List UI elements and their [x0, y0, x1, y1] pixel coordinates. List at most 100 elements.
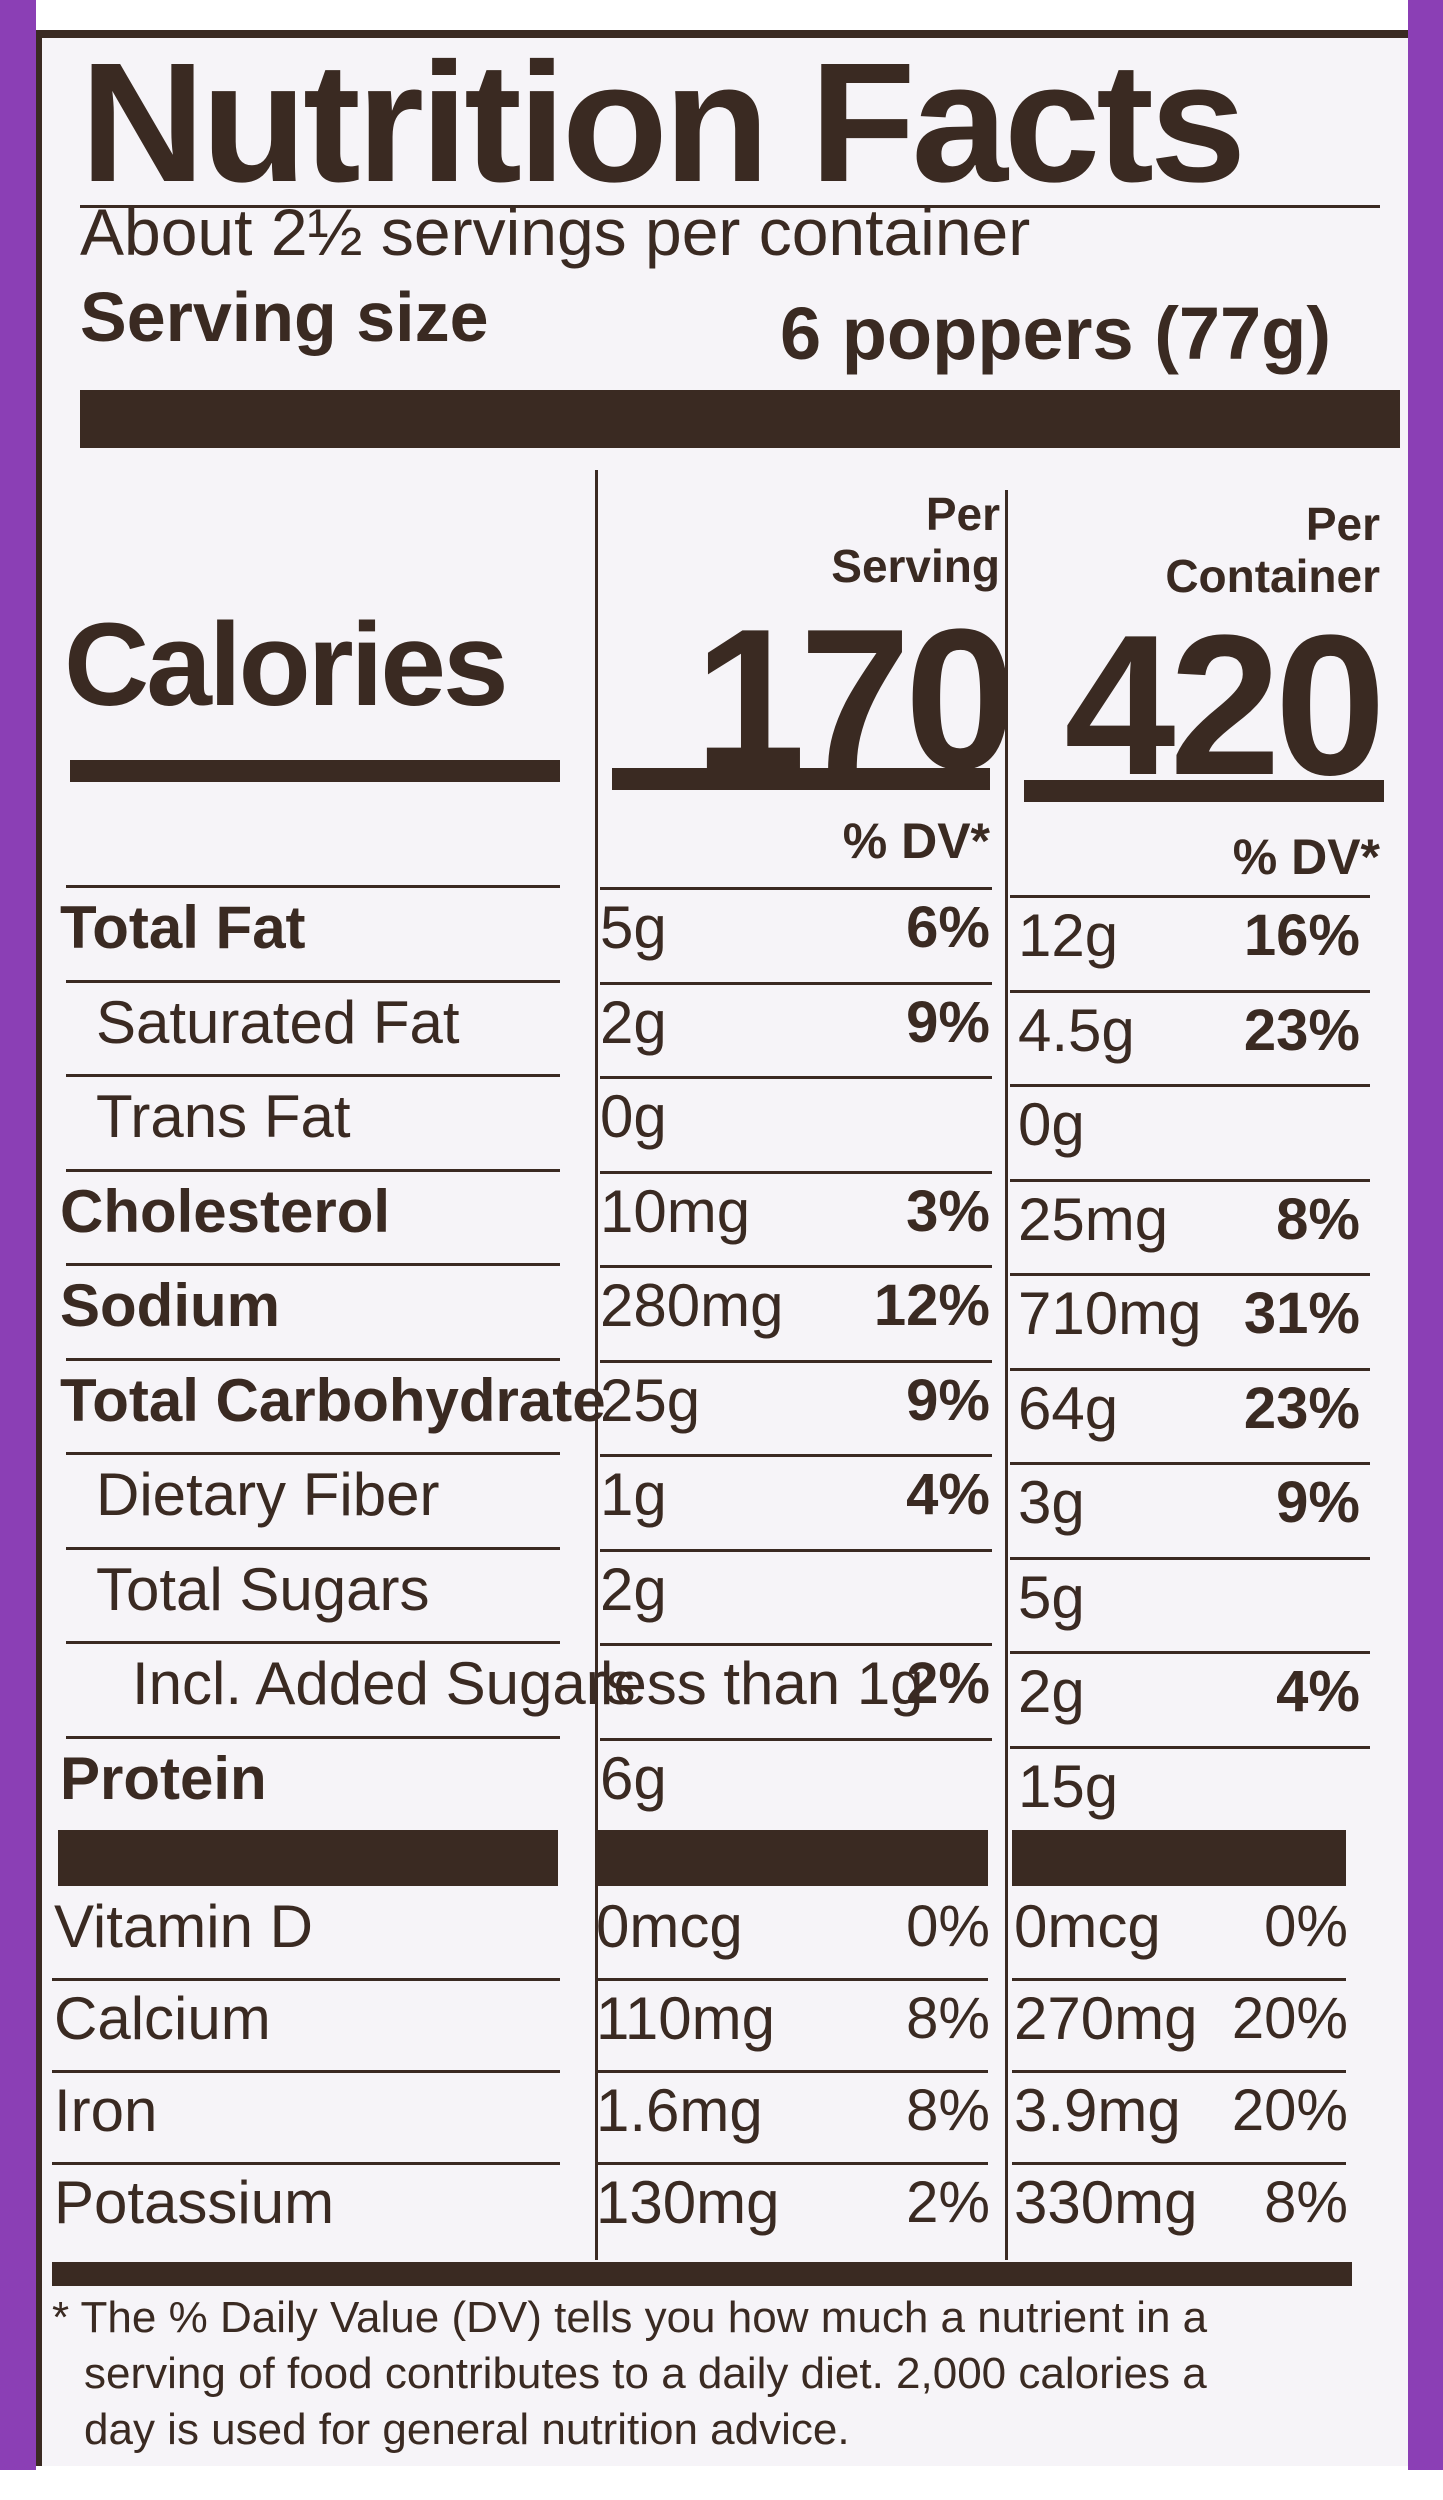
footnote-line-2: serving of food contributes to a daily d… — [84, 2349, 1207, 2398]
row-rule-serving — [600, 1265, 992, 1268]
vitamin-container-amount: 330mg — [1014, 2169, 1198, 2236]
row-rule-serving — [600, 1454, 992, 1457]
column-divider-2 — [1005, 490, 1008, 2260]
vitamin-row-rule — [52, 1978, 560, 1981]
col-serving-head-2: Serving — [831, 540, 1000, 592]
dv-head-serving: % DV* — [842, 813, 990, 869]
calories-per-container: 420 — [1064, 594, 1386, 817]
background-bottom — [0, 2470, 1443, 2500]
nutrient-name: Total Sugars — [96, 1555, 430, 1623]
serving-size-label: Serving size — [80, 278, 489, 356]
nutrient-container-amount: 3g — [1018, 1469, 1085, 1536]
calories-label: Calories — [64, 599, 509, 731]
nutrient-container-amount: 0g — [1018, 1091, 1085, 1158]
nutrient-serving-amount: 0g — [600, 1083, 667, 1150]
nutrient-serving-dv: 9% — [906, 1367, 990, 1433]
nutrient-serving-dv: 2% — [906, 1651, 990, 1716]
label-border-left — [36, 36, 42, 2466]
nutrient-name: Saturated Fat — [96, 988, 460, 1056]
nutrient-serving-amount: 280mg — [600, 1272, 784, 1339]
nutrient-container-amount: 64g — [1018, 1374, 1119, 1442]
row-rule-serving — [600, 1076, 992, 1079]
vitamin-container-amount: 3.9mg — [1014, 2077, 1181, 2144]
package-edge-left — [0, 0, 36, 2500]
vitamin-row-rule — [598, 2162, 988, 2165]
vitamin-row-rule — [1012, 2162, 1346, 2165]
thick-bar-vitamins-serving — [598, 1830, 988, 1886]
thick-rule-calories-container — [1024, 780, 1384, 802]
vitamin-serving-dv: 0% — [906, 1894, 990, 1959]
title-rule — [80, 205, 1380, 208]
thick-bar-vitamins-name — [58, 1830, 558, 1886]
row-rule-serving — [600, 981, 992, 985]
vitamin-name: Potassium — [54, 2169, 335, 2236]
nutrient-name: Cholesterol — [60, 1177, 391, 1245]
thick-rule-calories-serving — [612, 768, 990, 790]
nutrient-container-amount: 5g — [1018, 1563, 1085, 1631]
nutrient-serving-amount: 2g — [600, 988, 667, 1056]
nutrient-name: Protein — [60, 1744, 267, 1812]
nutrient-container-amount: 12g — [1018, 902, 1119, 969]
vitamin-container-dv: 20% — [1231, 1986, 1348, 2051]
row-rule-name — [66, 1263, 560, 1266]
package-edge-right — [1408, 0, 1443, 2500]
serving-size-value: 6 poppers (77g) — [780, 292, 1331, 375]
vitamin-row-rule — [598, 2070, 988, 2073]
vitamin-serving-amount: 1.6mg — [596, 2077, 763, 2144]
nutrient-container-dv: 23% — [1243, 1375, 1360, 1441]
vitamin-container-dv: 20% — [1231, 2078, 1348, 2143]
row-rule-name — [66, 1074, 560, 1077]
vitamin-container-dv: 8% — [1264, 2170, 1348, 2235]
label-title: Nutrition Facts — [80, 28, 1246, 218]
nutrient-container-amount: 710mg — [1018, 1280, 1202, 1347]
nutrient-container-amount: 2g — [1018, 1658, 1085, 1725]
col-container-head-2: Container — [1165, 550, 1380, 602]
vitamin-container-amount: 0mcg — [1014, 1893, 1161, 1960]
thick-bar-footnote — [52, 2262, 1352, 2286]
thick-rule-calories-name — [70, 760, 560, 782]
row-rule-serving — [600, 887, 992, 890]
row-rule-serving — [600, 1737, 992, 1741]
nutrient-container-amount: 25mg — [1018, 1185, 1169, 1253]
nutrient-serving-amount: 2g — [600, 1555, 667, 1623]
nutrient-serving-amount: less than 1g — [600, 1650, 924, 1717]
nutrient-serving-dv: 12% — [873, 1273, 990, 1338]
vitamin-row-rule — [1012, 2070, 1346, 2073]
servings-per-container: About 2½ servings per container — [80, 195, 1031, 269]
nutrient-container-dv: 23% — [1243, 997, 1360, 1063]
row-rule-container — [1010, 895, 1370, 898]
nutrient-serving-dv: 9% — [906, 989, 990, 1055]
row-rule-serving — [600, 1643, 992, 1646]
row-rule-serving — [600, 1359, 992, 1363]
row-rule-name — [66, 979, 560, 983]
row-rule-name — [66, 1168, 560, 1172]
vitamin-serving-amount: 130mg — [596, 2169, 780, 2236]
vitamin-name: Calcium — [54, 1985, 271, 2052]
vitamin-serving-amount: 0mcg — [596, 1893, 743, 1960]
nutrient-name: Trans Fat — [96, 1083, 351, 1150]
row-rule-container — [1010, 1273, 1370, 1276]
nutrient-serving-amount: 10mg — [600, 1177, 751, 1245]
nutrient-name: Dietary Fiber — [96, 1461, 440, 1528]
vitamin-row-rule — [598, 1978, 988, 1981]
vitamin-serving-dv: 8% — [906, 2078, 990, 2143]
nutrient-serving-dv: 6% — [906, 895, 990, 960]
row-rule-name — [66, 1357, 560, 1361]
vitamin-name: Iron — [54, 2077, 158, 2144]
label-border-top — [36, 30, 1408, 38]
row-rule-container — [1010, 1178, 1370, 1182]
nutrient-container-dv: 31% — [1243, 1281, 1360, 1346]
vitamin-serving-dv: 8% — [906, 1986, 990, 2051]
row-rule-name — [66, 885, 560, 888]
vitamin-container-amount: 270mg — [1014, 1985, 1198, 2052]
row-rule-name — [66, 1735, 560, 1739]
nutrient-serving-amount: 6g — [600, 1744, 667, 1812]
nutrient-serving-amount: 25g — [600, 1366, 701, 1434]
calories-per-serving: 170 — [694, 588, 1016, 811]
nutrient-container-dv: 8% — [1276, 1186, 1360, 1252]
row-rule-serving — [600, 1548, 992, 1552]
nutrient-container-dv: 9% — [1276, 1470, 1360, 1535]
vitamin-row-rule — [1012, 1978, 1346, 1981]
row-rule-container — [1010, 1556, 1370, 1560]
row-rule-container — [1010, 1367, 1370, 1371]
